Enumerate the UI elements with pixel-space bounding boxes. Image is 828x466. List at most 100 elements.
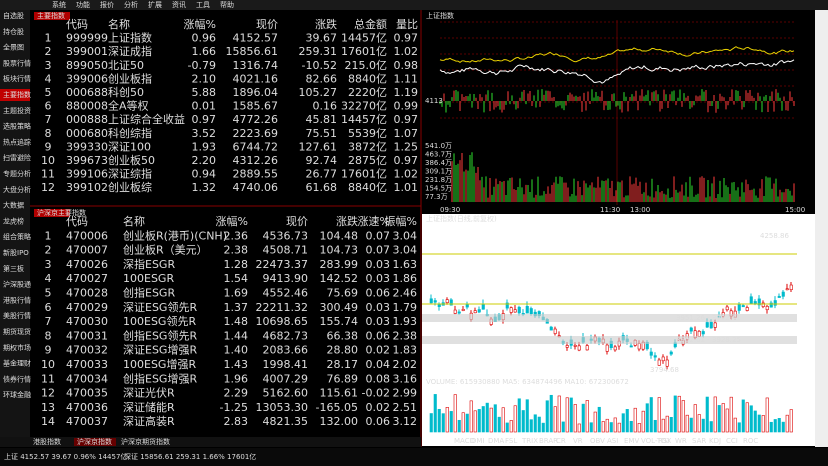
cell: 深证ESG增强R xyxy=(123,343,197,357)
cell: 8 xyxy=(45,329,52,342)
indicator-tab[interactable]: OBV xyxy=(590,437,605,445)
candle-body xyxy=(629,345,633,348)
indicator-tab[interactable]: DMI xyxy=(471,437,485,445)
sidebar-item[interactable]: 沪深股通 xyxy=(3,280,31,289)
column-header: 总金额 xyxy=(354,17,387,31)
sidebar-item[interactable]: 组合策略 xyxy=(3,232,31,241)
menu-item[interactable]: 资讯 xyxy=(172,0,186,9)
candle-body xyxy=(605,344,609,352)
sidebar-item[interactable]: 热点追踪 xyxy=(3,137,31,146)
volume-bar xyxy=(697,414,701,433)
menu-item[interactable]: 扩展 xyxy=(148,0,162,9)
indicator-tab[interactable]: VOL-TDX xyxy=(641,437,672,445)
cell: 0.16 xyxy=(313,100,338,113)
table-tab-label: 沪深京主要指数 xyxy=(37,208,86,217)
candle-body xyxy=(713,322,717,328)
cell: 470026 xyxy=(66,258,108,271)
candle-body xyxy=(749,296,753,304)
indicator-tab[interactable]: TRIX xyxy=(521,437,538,445)
cell: 75.51 xyxy=(306,127,338,140)
cell: 深证100 xyxy=(108,140,151,153)
volume-bar xyxy=(449,411,453,433)
sidebar-item[interactable]: 期权市场 xyxy=(3,343,31,352)
indicator-tab[interactable]: BRAR xyxy=(539,437,558,445)
sidebar-item[interactable]: 全景图 xyxy=(3,43,24,52)
volume-bar xyxy=(505,422,509,433)
tab-active xyxy=(74,438,116,446)
sidebar-item[interactable]: 债券行情 xyxy=(3,374,31,383)
volume-bar xyxy=(673,395,677,433)
column-header: 涨幅% xyxy=(216,215,248,228)
sidebar-item[interactable]: 大数据 xyxy=(3,201,24,210)
indicator-tab[interactable]: SAR xyxy=(692,437,706,445)
candle-body xyxy=(433,300,437,303)
bottom-tab[interactable]: 沪深京期货指数 xyxy=(121,437,170,446)
sidebar-item[interactable]: 板块行情 xyxy=(3,74,31,83)
indicator-tab[interactable]: DMA xyxy=(488,437,504,445)
cell: 1 xyxy=(45,32,52,45)
cell: 4740.06 xyxy=(233,181,279,194)
cell: 1.96 xyxy=(224,372,249,385)
menu-item[interactable]: 工具 xyxy=(196,1,210,9)
sidebar-item[interactable]: 持仓股 xyxy=(3,27,24,36)
volume-bar xyxy=(633,407,637,433)
cell: 12 xyxy=(41,181,55,194)
cell: 000680 xyxy=(66,127,108,140)
sidebar-item[interactable]: 新股IPO xyxy=(3,248,29,257)
menu-item[interactable]: 帮助 xyxy=(220,0,234,9)
sidebar-item[interactable]: 扫雷避险 xyxy=(3,153,31,162)
sidebar-item[interactable]: 自选股 xyxy=(3,11,24,20)
sidebar-item[interactable]: 第三板 xyxy=(3,264,24,273)
column-header: 名称 xyxy=(123,214,145,228)
indicator-tab[interactable]: VR xyxy=(573,437,583,445)
sidebar-item[interactable]: 美股行情 xyxy=(3,311,31,320)
sidebar-item[interactable]: 环球金融 xyxy=(3,390,31,399)
sidebar-item[interactable]: 基金理财 xyxy=(3,359,31,368)
cell: 1.11 xyxy=(394,72,419,85)
table-tab-label: 主要指数 xyxy=(37,11,65,20)
indicator-tab[interactable]: MACD xyxy=(454,437,475,445)
sidebar-item[interactable]: 主要指数 xyxy=(3,90,31,99)
menu-item[interactable]: 分析 xyxy=(124,0,138,9)
indicator-tab[interactable]: WR xyxy=(675,437,687,445)
bottom-tab[interactable]: 港股指数 xyxy=(33,437,61,446)
volume-bar xyxy=(761,415,765,433)
indicator-tab[interactable]: CCI xyxy=(726,437,738,445)
sidebar-item[interactable]: 龙虎榜 xyxy=(3,216,24,225)
cell: 2889.55 xyxy=(233,168,279,181)
volume-title: VOLUME: 615930880 MA5: 634874496 MA10: 6… xyxy=(426,378,629,386)
volume-bar xyxy=(753,410,757,433)
column-header: 涨幅% xyxy=(184,18,216,31)
sidebar-item[interactable]: 专题分析 xyxy=(3,169,31,178)
indicator-tab[interactable]: EMV xyxy=(624,437,639,445)
volume-bar xyxy=(689,417,693,433)
indicator-tab[interactable]: CR xyxy=(556,437,566,445)
bottom-tab[interactable]: 沪深京指数 xyxy=(77,437,112,446)
candle-body xyxy=(769,302,773,308)
sidebar-item[interactable]: 选股策略 xyxy=(3,122,31,131)
sidebar-item[interactable]: 大盘分析 xyxy=(3,185,31,194)
sidebar-item[interactable]: 主题投资 xyxy=(3,106,31,115)
indicator-tab[interactable]: KDJ xyxy=(709,437,721,445)
indicator-tab[interactable]: RSI xyxy=(658,437,669,445)
indicator-tab[interactable]: ROC xyxy=(743,437,758,445)
cell: 28.80 xyxy=(327,344,359,357)
indicator-tab[interactable]: ASI xyxy=(607,437,618,445)
menu-item[interactable]: 系统 xyxy=(52,0,66,9)
cell: 470030 xyxy=(66,315,108,328)
sidebar-item[interactable]: 期货现货 xyxy=(3,327,31,336)
sidebar-item[interactable]: 股票行情 xyxy=(3,58,31,67)
cell: 13053.30 xyxy=(256,401,309,414)
candle-body xyxy=(757,298,761,306)
volume-bar xyxy=(717,405,721,433)
candle-body xyxy=(657,359,661,366)
sidebar-item[interactable]: 港股行情 xyxy=(3,295,31,304)
indicator-tab[interactable]: FSL xyxy=(505,437,517,445)
cell: 66.38 xyxy=(327,329,359,342)
axis-label: 309.1万 xyxy=(425,168,452,176)
menu-item[interactable]: 报价 xyxy=(100,0,114,9)
price-line xyxy=(439,59,795,84)
cell: 1.79 xyxy=(393,301,418,314)
menu-item[interactable]: 功能 xyxy=(76,0,90,9)
